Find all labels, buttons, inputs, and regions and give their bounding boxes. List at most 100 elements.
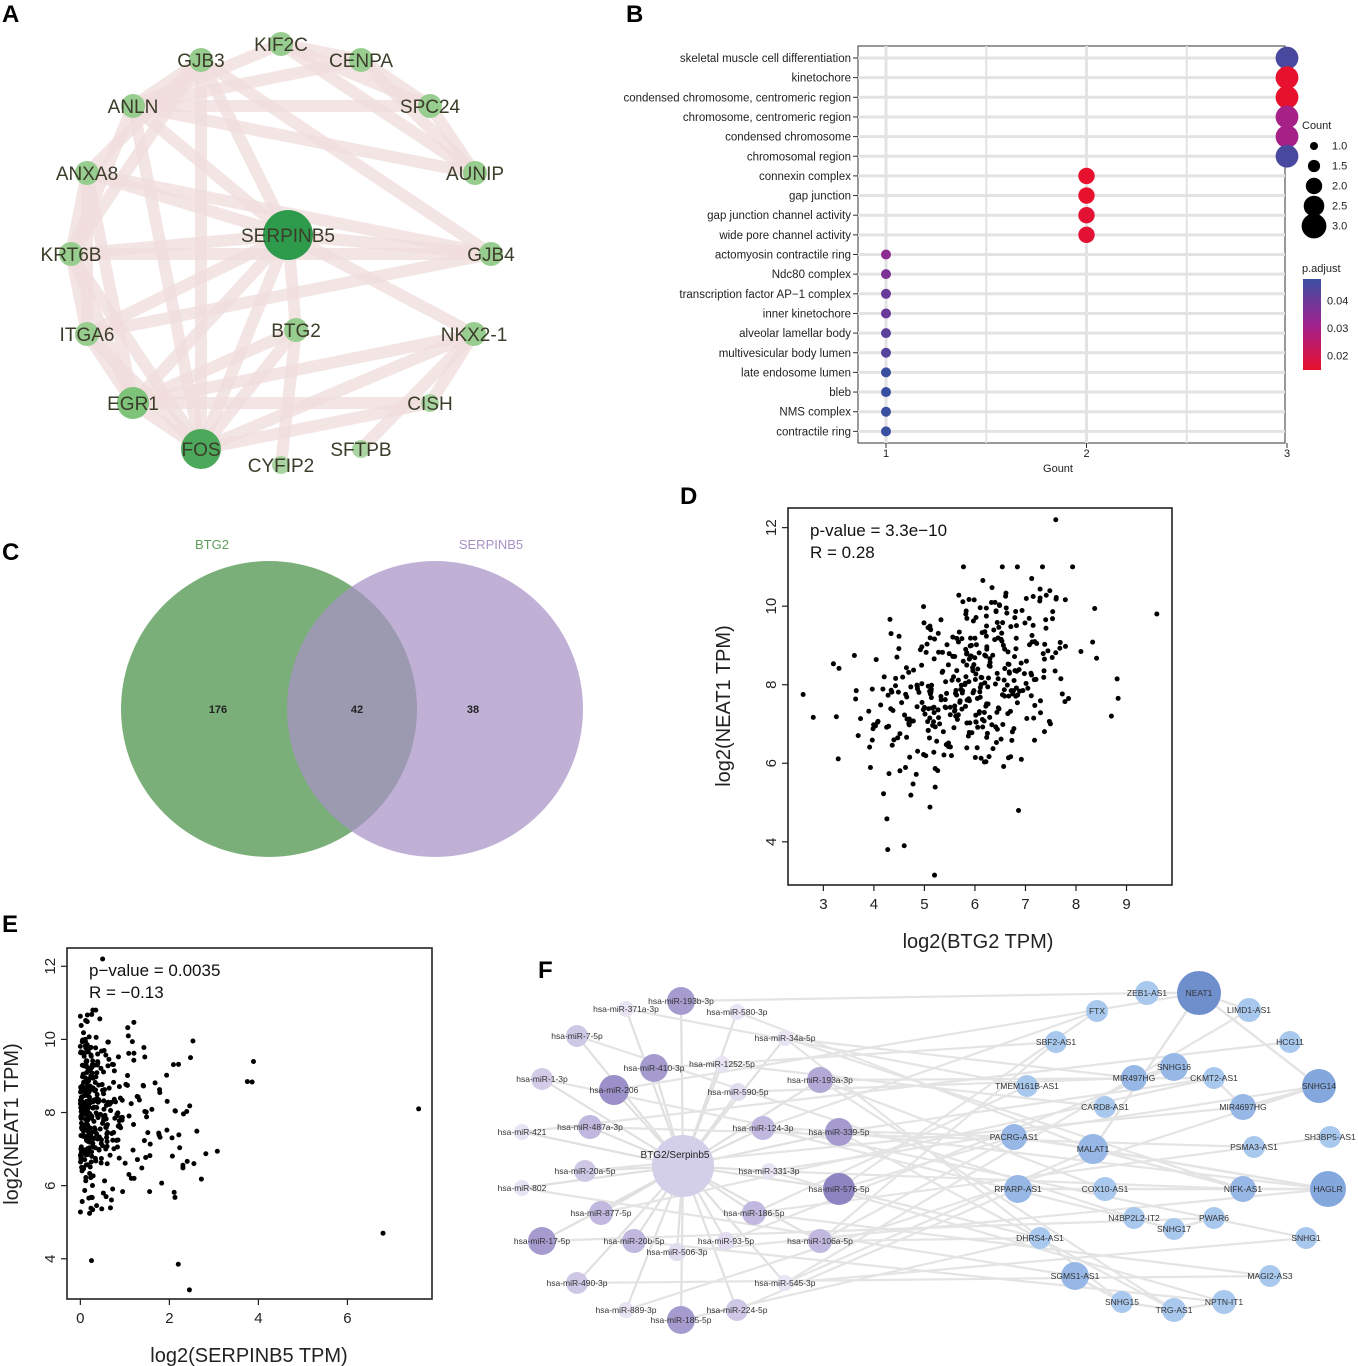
e-point	[131, 1050, 137, 1056]
d-point	[963, 674, 969, 680]
e-point	[81, 1030, 87, 1036]
ppi-node-cyfip2	[272, 456, 290, 474]
ppi-node-label-sftpb: SFTPB	[330, 440, 391, 461]
d-point	[945, 744, 951, 750]
e-point	[110, 1186, 116, 1192]
f-lncrna-node-dhrs4-as1	[1029, 1227, 1051, 1249]
e-point	[190, 1038, 196, 1044]
e-point	[78, 1114, 84, 1120]
e-point	[90, 1007, 96, 1013]
e-point	[97, 1126, 103, 1132]
d-point	[1032, 702, 1038, 708]
d-point	[1016, 667, 1022, 673]
e-point	[176, 1061, 182, 1067]
d-point	[1034, 640, 1040, 646]
d-point	[1043, 617, 1049, 623]
e-point	[84, 1138, 90, 1144]
f-edge-malat1-nifk-as1	[1092, 1147, 1244, 1191]
e-point	[126, 1050, 132, 1056]
d-point	[983, 613, 989, 619]
e-point	[90, 1144, 96, 1150]
d-point	[1053, 650, 1059, 656]
e-point	[96, 1146, 102, 1152]
d-point	[966, 698, 972, 704]
d-point	[925, 683, 931, 689]
f-mirna-label-hsa-mir-331-3p: hsa-miR-331-3p	[739, 1166, 800, 1176]
f-mirna-label-hsa-mir-17-5p: hsa-miR-17-5p	[514, 1236, 570, 1246]
d-point	[966, 656, 972, 662]
f-lncrna-node-pwar6	[1203, 1207, 1225, 1229]
e-point	[85, 1162, 91, 1168]
f-mirna-label-hsa-mir-1-3p: hsa-miR-1-3p	[516, 1074, 568, 1084]
d-point	[1012, 654, 1018, 660]
e-point	[176, 1132, 182, 1138]
e-ytick-6: 6	[42, 1181, 59, 1189]
e-point	[106, 1085, 112, 1091]
d-xtick-9: 9	[1122, 896, 1130, 913]
d-point	[1023, 680, 1029, 686]
d-point	[948, 753, 954, 759]
ppi-node-label-gjb3: GJB3	[177, 51, 225, 72]
d-point	[1005, 711, 1011, 717]
d-point	[970, 618, 976, 624]
d-point	[990, 746, 996, 752]
f-lncrna-label-hcg11: HCG11	[1276, 1037, 1304, 1047]
d-point	[908, 684, 914, 690]
e-point	[80, 1074, 86, 1080]
panel-label-f: F	[538, 957, 553, 984]
d-point	[1042, 641, 1048, 647]
e-xtick-6: 6	[343, 1310, 351, 1327]
e-point	[105, 1063, 111, 1069]
f-center-label: BTG2/Serpinb5	[641, 1150, 710, 1161]
e-ytick-12: 12	[42, 958, 59, 975]
d-point	[949, 677, 955, 683]
e-point	[89, 1070, 95, 1076]
f-edge-neat1-malat1	[1091, 992, 1201, 1150]
venn-count-intersection: 42	[351, 704, 363, 716]
d-point	[897, 768, 903, 774]
venn-circle-serpinb5	[287, 561, 583, 857]
e-point	[119, 1097, 125, 1103]
d-point	[944, 690, 950, 696]
e-point	[87, 1210, 93, 1216]
e-point	[89, 1149, 95, 1155]
f-mirna-node-hsa-mir-877-5p	[589, 1201, 613, 1225]
e-point	[87, 1125, 93, 1131]
e-point	[92, 1088, 98, 1094]
d-point	[946, 651, 952, 657]
d-point	[1003, 590, 1009, 596]
f-edge-hsa-mir-193a-3p-ckmt2-as1	[819, 1076, 1215, 1082]
d-annotation-0: p-value = 3.3e−10	[810, 521, 947, 540]
d-point	[1050, 609, 1056, 615]
b-xtick-2: 2	[1083, 448, 1089, 460]
e-point	[139, 1165, 145, 1171]
d-point	[964, 745, 970, 751]
f-lncrna-label-snhg17: SNHG17	[1157, 1224, 1191, 1234]
f-lncrna-node-nifk-as1	[1230, 1176, 1256, 1202]
f-lncrna-label-ftx: FTX	[1089, 1006, 1105, 1016]
d-frame	[787, 507, 1173, 886]
f-lncrna-label-haglr: HAGLR	[1313, 1184, 1342, 1194]
e-point	[77, 1101, 83, 1107]
f-edge-hsa-mir-421-hcg11	[521, 1040, 1291, 1134]
e-point	[380, 1230, 386, 1236]
f-lncrna-label-limd1-as1: LIMD1-AS1	[1227, 1005, 1271, 1015]
d-point	[1024, 716, 1030, 722]
e-point	[82, 1151, 88, 1157]
f-lncrna-node-mir4697hg	[1230, 1094, 1256, 1120]
d-point	[972, 635, 978, 641]
e-point	[186, 1287, 192, 1293]
e-point	[250, 1058, 256, 1064]
d-point	[993, 724, 999, 730]
d-point	[1031, 715, 1037, 721]
d-point	[1066, 696, 1072, 702]
d-point	[910, 718, 916, 724]
ppi-node-label-anln: ANLN	[108, 97, 159, 118]
e-point	[164, 1098, 170, 1104]
d-point	[942, 704, 948, 710]
f-mirna-node-hsa-mir-20b-5p	[622, 1229, 646, 1253]
d-point	[1008, 688, 1014, 694]
e-point	[143, 1109, 149, 1115]
e-ytick-10: 10	[42, 1031, 59, 1048]
d-point	[835, 756, 841, 762]
